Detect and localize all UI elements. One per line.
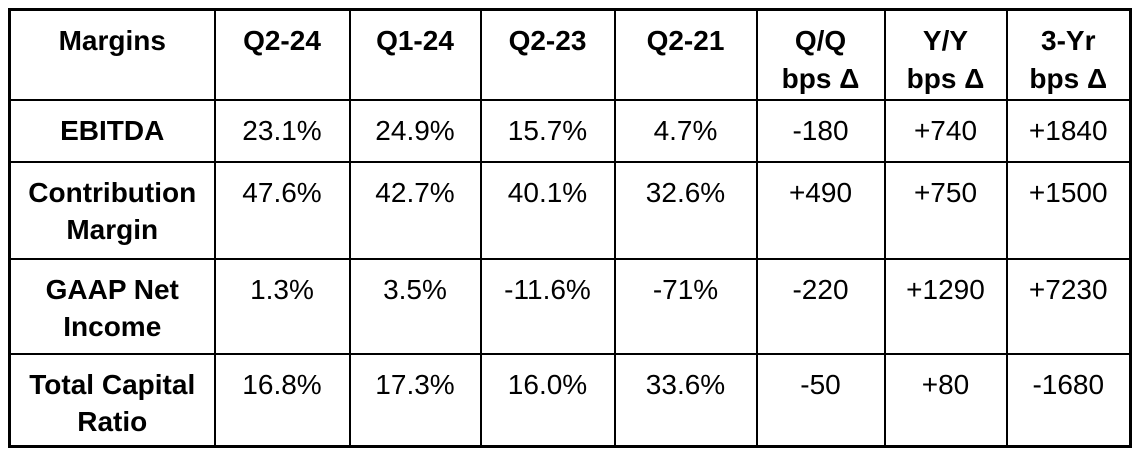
column-header-yy-bps-delta: Y/Y bps Δ xyxy=(883,8,1008,101)
table-cell: 23.1% xyxy=(213,98,351,163)
table-row-total-capital-ratio: Total Capital Ratio 16.8% 17.3% 16.0% 33… xyxy=(8,352,1132,448)
table-cell: -11.6% xyxy=(479,257,616,355)
table-cell: -1680 xyxy=(1005,352,1132,448)
column-header-q2-24: Q2-24 xyxy=(213,8,351,101)
table-cell: 24.9% xyxy=(348,98,482,163)
column-header-label: Q2-21 xyxy=(646,25,725,56)
table-cell: +750 xyxy=(883,160,1008,260)
row-label-ebitda: EBITDA xyxy=(8,98,216,163)
table-cell: 40.1% xyxy=(479,160,616,260)
column-header-label: Q2-24 xyxy=(243,25,321,56)
table-cell: -220 xyxy=(755,257,886,355)
table-cell: 4.7% xyxy=(613,98,758,163)
table-cell: 16.0% xyxy=(479,352,616,448)
table-cell: 17.3% xyxy=(348,352,482,448)
table-cell: 3.5% xyxy=(348,257,482,355)
row-label-total-capital-ratio: Total Capital Ratio xyxy=(8,352,216,448)
table-cell: +7230 xyxy=(1005,257,1132,355)
column-header-margins: Margins xyxy=(8,8,216,101)
table-cell: +80 xyxy=(883,352,1008,448)
table-cell: +1840 xyxy=(1005,98,1132,163)
table-cell: 16.8% xyxy=(213,352,351,448)
column-header-label: Margins xyxy=(58,25,166,56)
table-cell: 32.6% xyxy=(613,160,758,260)
table-cell: +490 xyxy=(755,160,886,260)
table-cell: +1500 xyxy=(1005,160,1132,260)
column-header-q1-24: Q1-24 xyxy=(348,8,482,101)
header-row: Margins Q2-24 Q1-24 Q2-23 Q2-21 Q/Q bps Δ xyxy=(8,8,1132,101)
column-header-3yr-bps-delta: 3-Yr bps Δ xyxy=(1005,8,1132,101)
table-row-gaap-net-income: GAAP Net Income 1.3% 3.5% -11.6% -71% -2… xyxy=(8,257,1132,355)
table-cell: 47.6% xyxy=(213,160,351,260)
row-label-gaap-net-income: GAAP Net Income xyxy=(8,257,216,355)
table-cell: -50 xyxy=(755,352,886,448)
table-cell: -180 xyxy=(755,98,886,163)
column-header-q2-21: Q2-21 xyxy=(613,8,758,101)
column-header-q2-23: Q2-23 xyxy=(479,8,616,101)
table-cell: 15.7% xyxy=(479,98,616,163)
margins-table: Margins Q2-24 Q1-24 Q2-23 Q2-21 Q/Q bps Δ xyxy=(8,8,1132,448)
table-row-ebitda: EBITDA 23.1% 24.9% 15.7% 4.7% -180 +740 … xyxy=(8,98,1132,163)
column-header-label: Y/Y xyxy=(922,25,969,56)
column-header-label: Q/Q xyxy=(794,25,847,56)
table-cell: -71% xyxy=(613,257,758,355)
table-cell: 42.7% xyxy=(348,160,482,260)
table-cell: 33.6% xyxy=(613,352,758,448)
column-header-label: 3-Yr xyxy=(1041,25,1096,56)
table-cell: +1290 xyxy=(883,257,1008,355)
table-cell: 1.3% xyxy=(213,257,351,355)
column-header-label: Q1-24 xyxy=(376,25,454,56)
column-header-label: Q2-23 xyxy=(508,25,587,56)
column-header-qq-bps-delta: Q/Q bps Δ xyxy=(755,8,886,101)
row-label-contribution-margin: Contribution Margin xyxy=(8,160,216,260)
table-cell: +740 xyxy=(883,98,1008,163)
table-row-contribution-margin: Contribution Margin 47.6% 42.7% 40.1% 32… xyxy=(8,160,1132,260)
